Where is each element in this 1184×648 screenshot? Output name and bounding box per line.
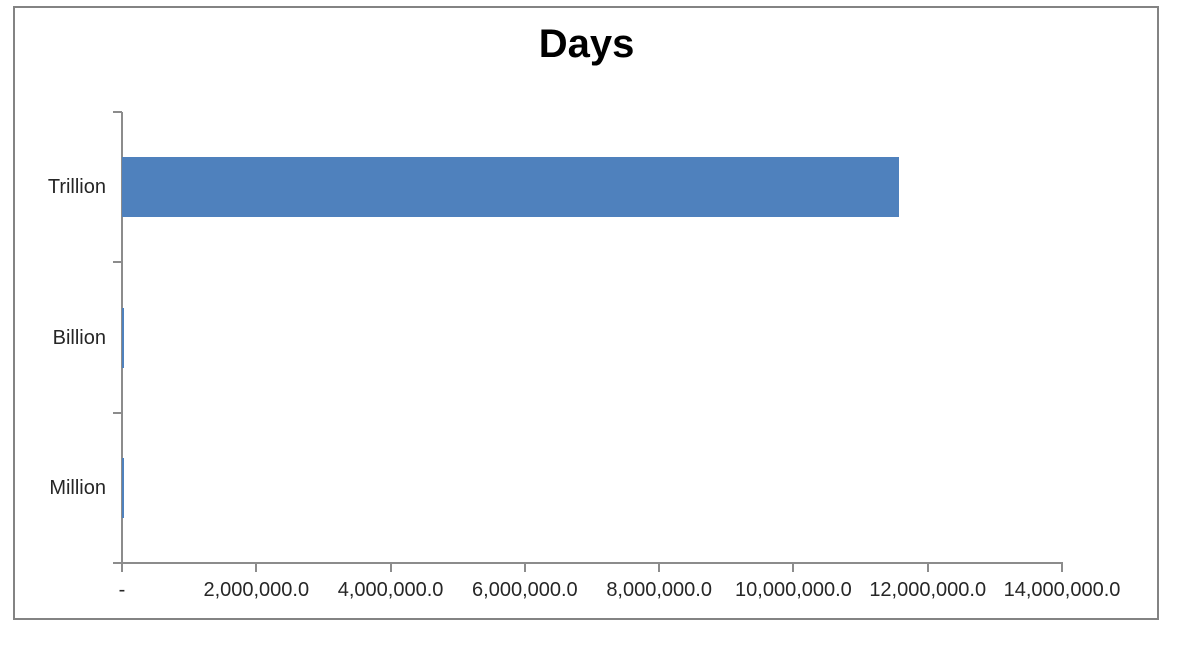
- bar: [122, 307, 124, 368]
- y-tick-mark: [113, 111, 122, 113]
- x-tick-mark: [389, 564, 392, 572]
- x-tick-mark: [121, 564, 123, 572]
- y-tick-mark: [113, 261, 122, 264]
- x-tick-mark: [523, 564, 526, 572]
- x-axis-line: [121, 562, 1063, 564]
- x-tick-label: 14,000,000.0: [1003, 579, 1121, 601]
- bar: [122, 457, 124, 518]
- x-tick-label: 10,000,000.0: [735, 579, 852, 601]
- y-tick-mark: [113, 411, 122, 414]
- chart-title: Days: [538, 22, 635, 66]
- chart-frame: [13, 6, 1159, 620]
- x-tick-mark: [926, 564, 929, 572]
- x-tick-label: -: [118, 579, 126, 601]
- category-label: Billion: [52, 326, 106, 349]
- bar: [122, 157, 900, 218]
- x-tick-label: 12,000,000.0: [869, 579, 987, 601]
- x-tick-label: 8,000,000.0: [606, 579, 712, 601]
- x-tick-mark: [255, 564, 258, 572]
- x-tick-label: 6,000,000.0: [472, 579, 578, 601]
- x-tick-label: 2,000,000.0: [203, 579, 310, 601]
- x-tick-mark: [792, 564, 795, 572]
- category-label: Trillion: [47, 176, 106, 199]
- category-label: Million: [49, 476, 106, 499]
- x-tick-mark: [658, 564, 661, 572]
- y-tick-mark: [113, 562, 122, 564]
- x-tick-mark: [1061, 564, 1063, 572]
- x-tick-label: 4,000,000.0: [337, 579, 444, 601]
